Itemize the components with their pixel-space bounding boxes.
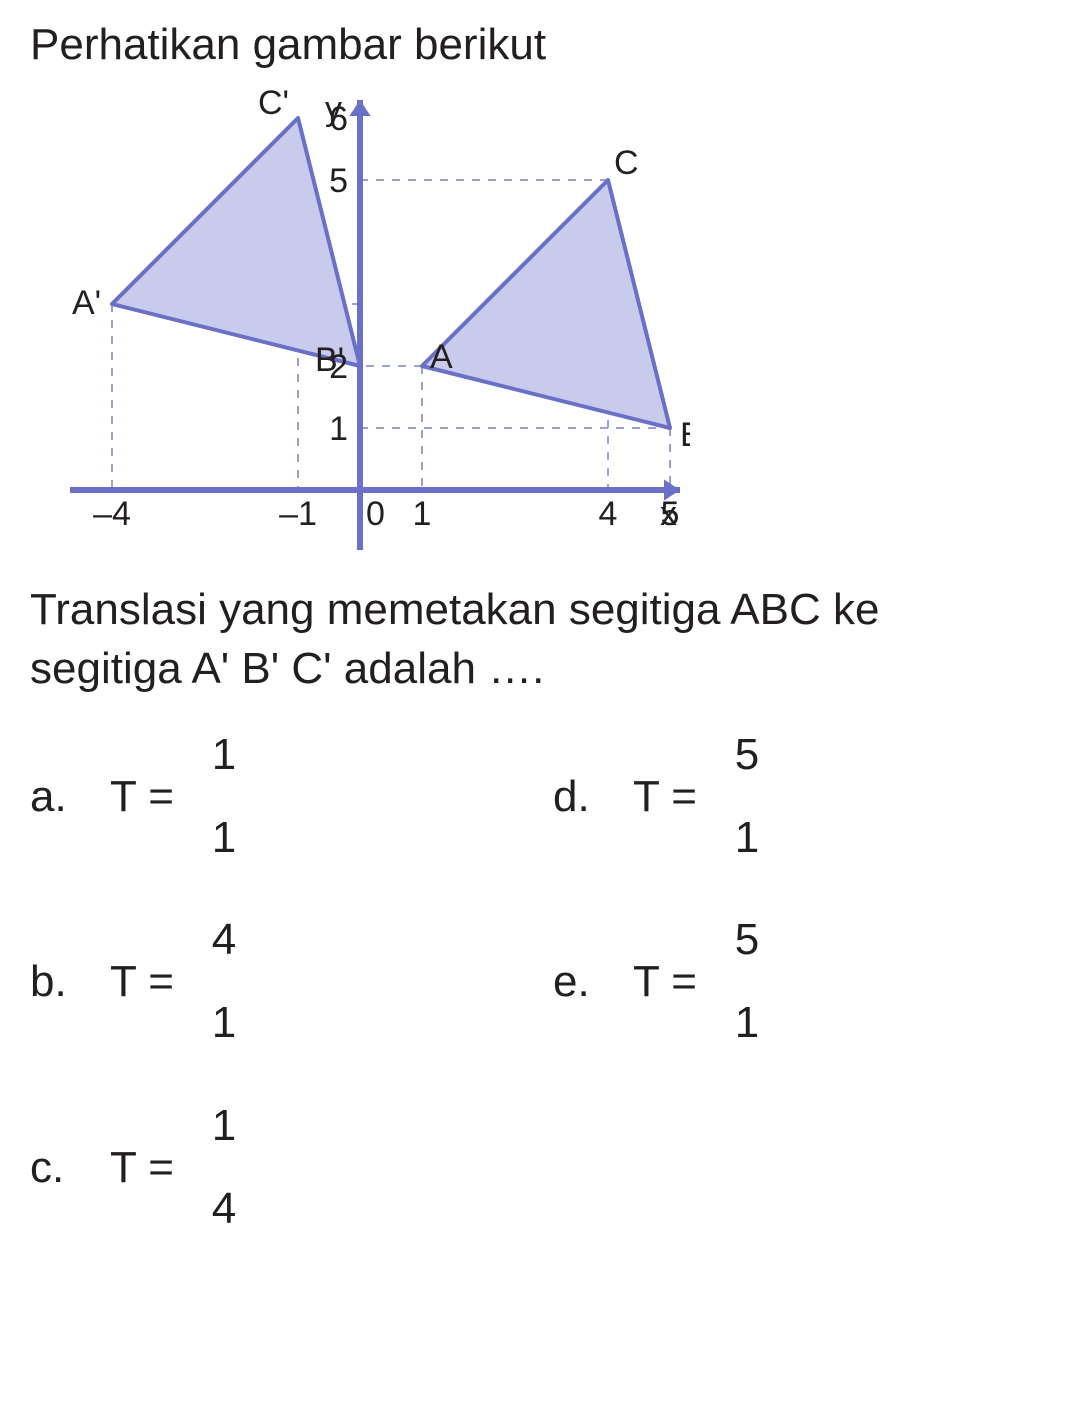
svg-text:B: B [680, 416, 690, 454]
svg-text:4: 4 [599, 495, 618, 533]
svg-text:6: 6 [329, 100, 348, 138]
svg-text:–1: –1 [279, 495, 317, 533]
svg-text:B': B' [315, 341, 344, 379]
option-letter: c. [30, 1143, 80, 1193]
matrix-val: 4 [204, 914, 244, 967]
option-letter: d. [553, 772, 603, 822]
option-matrix: 1 1 [194, 729, 254, 865]
question-prompt: Translasi yang memetakan segitiga ABC ke… [30, 580, 1036, 699]
matrix-val: 1 [727, 812, 767, 865]
matrix-val: 5 [727, 729, 767, 782]
option-lhs: T = [110, 1143, 174, 1193]
option-c: c. T = 1 4 [30, 1100, 513, 1236]
svg-text:1: 1 [413, 495, 432, 533]
option-letter: a. [30, 772, 80, 822]
matrix-val: 1 [204, 812, 244, 865]
svg-text:C': C' [258, 90, 289, 122]
option-letter: b. [30, 957, 80, 1007]
option-lhs: T = [110, 772, 174, 822]
svg-text:A': A' [72, 284, 101, 322]
option-letter: e. [553, 957, 603, 1007]
matrix-val: 1 [204, 729, 244, 782]
option-b: b. T = 4 1 [30, 914, 513, 1050]
matrix-val: 5 [727, 914, 767, 967]
option-a: a. T = 1 1 [30, 729, 513, 865]
svg-text:A: A [430, 338, 453, 376]
option-lhs: T = [633, 957, 697, 1007]
svg-text:–4: –4 [93, 495, 131, 533]
matrix-val: 1 [727, 997, 767, 1050]
question-title: Perhatikan gambar berikut [30, 20, 1036, 70]
svg-text:1: 1 [329, 410, 348, 448]
svg-text:5: 5 [661, 495, 680, 533]
option-matrix: 5 1 [717, 729, 777, 865]
option-matrix: 1 4 [194, 1100, 254, 1236]
option-matrix: 5 1 [717, 914, 777, 1050]
svg-text:0: 0 [366, 495, 385, 533]
chart-container: xy–4–101451256ABCA'B'C' [30, 90, 1036, 550]
svg-text:5: 5 [329, 162, 348, 200]
option-d: d. T = 5 1 [553, 729, 1036, 865]
option-lhs: T = [110, 957, 174, 1007]
option-matrix: 4 1 [194, 914, 254, 1050]
svg-text:C: C [614, 144, 639, 182]
matrix-val: 1 [204, 1100, 244, 1153]
matrix-val: 1 [204, 997, 244, 1050]
option-lhs: T = [633, 772, 697, 822]
options-grid: a. T = 1 1 d. T = 5 1 b. T = [30, 729, 1036, 1236]
matrix-val: 4 [204, 1183, 244, 1236]
option-e: e. T = 5 1 [553, 914, 1036, 1050]
geometry-chart: xy–4–101451256ABCA'B'C' [70, 90, 690, 550]
